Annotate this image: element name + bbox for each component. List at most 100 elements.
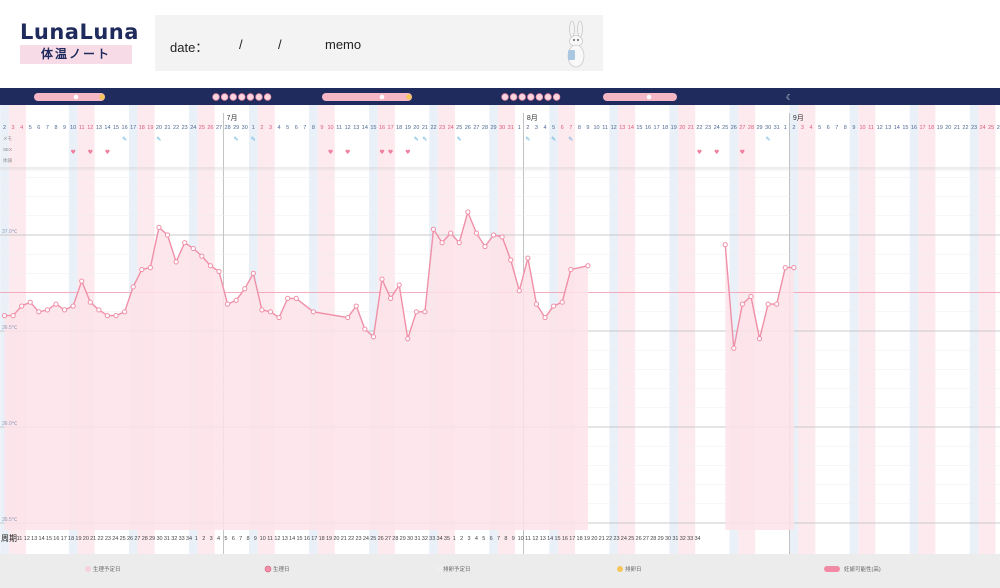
cycle-day-label: 10: [518, 536, 524, 542]
fertile-bar-icon: [824, 566, 840, 572]
date-label: 25: [456, 125, 462, 131]
cycle-day-label: 27: [134, 536, 140, 542]
date-label: 15: [370, 125, 376, 131]
cycle-day-label: 17: [569, 536, 575, 542]
date-separator: /: [239, 37, 243, 52]
cycle-band-marks: ☾: [34, 93, 793, 102]
heart-icon: ♥: [740, 149, 745, 156]
logo-subtitle: 体温ノート: [20, 45, 132, 64]
heart-icon: ♥: [388, 149, 393, 156]
date-label: 22: [430, 125, 436, 131]
weekend-column: [866, 105, 876, 554]
temperature-point: [1, 313, 8, 319]
date-label: 27: [739, 125, 745, 131]
pencil-icon: ✎: [251, 136, 256, 143]
date-label: 22: [173, 125, 179, 131]
date-label: 30: [765, 125, 771, 131]
cycle-day-label: 6: [490, 536, 493, 542]
date-label: 2: [260, 125, 263, 131]
cycle-day-label: 34: [437, 536, 443, 542]
temperature-point: [370, 334, 377, 340]
date-label: 28: [482, 125, 488, 131]
temperature-point: [782, 265, 788, 271]
period-drop-icon: [544, 93, 552, 101]
temperature-point: [267, 309, 274, 315]
cycle-day-label: 4: [217, 536, 220, 542]
temperature-point: [396, 282, 402, 288]
cycle-day-label: 3: [210, 536, 213, 542]
weekend-column: [678, 105, 687, 554]
temperature-point: [525, 255, 531, 261]
cycle-day-label: 13: [540, 536, 546, 542]
date-label: 4: [20, 125, 23, 131]
temperature-point: [61, 307, 68, 313]
date-label: 31: [508, 125, 514, 131]
ovulation-dot-icon: [617, 566, 623, 572]
weekend-column: [798, 105, 807, 554]
temperature-point: [482, 243, 488, 250]
lunaluna-logo: LunaLuna 体温ノート: [20, 20, 139, 64]
ovulation-marker: [379, 94, 385, 100]
pencil-icon: ✎: [422, 136, 427, 143]
period-drop-icon: [238, 93, 246, 101]
cycle-day-label: 33: [687, 536, 693, 542]
temperature-point: [79, 278, 85, 284]
date-label: 15: [902, 125, 908, 131]
date-label: 23: [971, 125, 977, 131]
temperature-point: [44, 307, 51, 313]
temperature-point: [285, 295, 291, 301]
bunny-icon: [567, 20, 585, 68]
logo-title: LunaLuna: [20, 20, 139, 44]
period-drop-icon: [212, 93, 220, 101]
pencil-icon: ✎: [234, 136, 239, 143]
temperature-point: [542, 314, 548, 321]
ovulation-day-icon: [99, 94, 105, 100]
heart-icon: ♥: [328, 149, 333, 156]
legend-label: 生理予定日: [93, 565, 121, 573]
cycle-day-label: 5: [482, 536, 485, 542]
month-label: 7月: [227, 114, 238, 122]
date-label: 2: [526, 125, 529, 131]
date-label: 13: [353, 125, 359, 131]
date-label: 10: [70, 125, 76, 131]
temperature-point: [224, 301, 231, 307]
heart-icon: ♥: [88, 149, 93, 156]
period-drop-icon: [246, 93, 255, 101]
period-drop-icon: [255, 93, 263, 101]
cycle-day-label: 23: [105, 536, 111, 542]
cycle-day-label: 33: [179, 536, 185, 542]
temperature-point: [173, 259, 179, 265]
weekend-column: [926, 105, 936, 554]
cycle-day-label: 29: [658, 536, 664, 542]
cycle-day-label: 33: [429, 536, 435, 542]
cycle-day-label: 31: [414, 536, 420, 542]
temperature-fill: [725, 244, 794, 530]
legend: 生理予定日 生理日 排卵予定日 排卵日 妊娠可能性(高): [85, 565, 881, 573]
date-label: 29: [490, 125, 496, 131]
cycle-day-label: 35: [444, 536, 450, 542]
pencil-icon: ✎: [551, 136, 556, 143]
temperature-point: [104, 313, 111, 319]
date-label: 12: [345, 125, 351, 131]
y-tick-label: 35.5℃: [2, 517, 18, 523]
cycle-day-label: 17: [311, 536, 317, 542]
date-label: 8: [844, 125, 847, 131]
date-label: 9: [586, 125, 589, 131]
period-drop-icon: [518, 93, 526, 101]
cycle-day-label: 28: [392, 536, 398, 542]
date-label: 11: [602, 125, 608, 131]
temperature-point: [207, 263, 214, 269]
cycle-day-label: 23: [355, 536, 361, 542]
header: LunaLuna 体温ノート date： / / memo: [0, 0, 1000, 88]
cycle-day-label: 8: [246, 536, 249, 542]
cycle-day-label: 14: [547, 536, 553, 542]
heart-icon: ♥: [70, 149, 75, 156]
cycle-day-label: 10: [260, 536, 266, 542]
pencil-icon: ✎: [568, 136, 573, 143]
temperature-point: [568, 266, 574, 273]
temperature-point: [405, 336, 411, 342]
date-label: 17: [919, 125, 925, 131]
date-memo-box[interactable]: date： / / memo: [155, 15, 603, 71]
cycle-day-label: 22: [98, 536, 104, 542]
date-label: 19: [671, 125, 677, 131]
